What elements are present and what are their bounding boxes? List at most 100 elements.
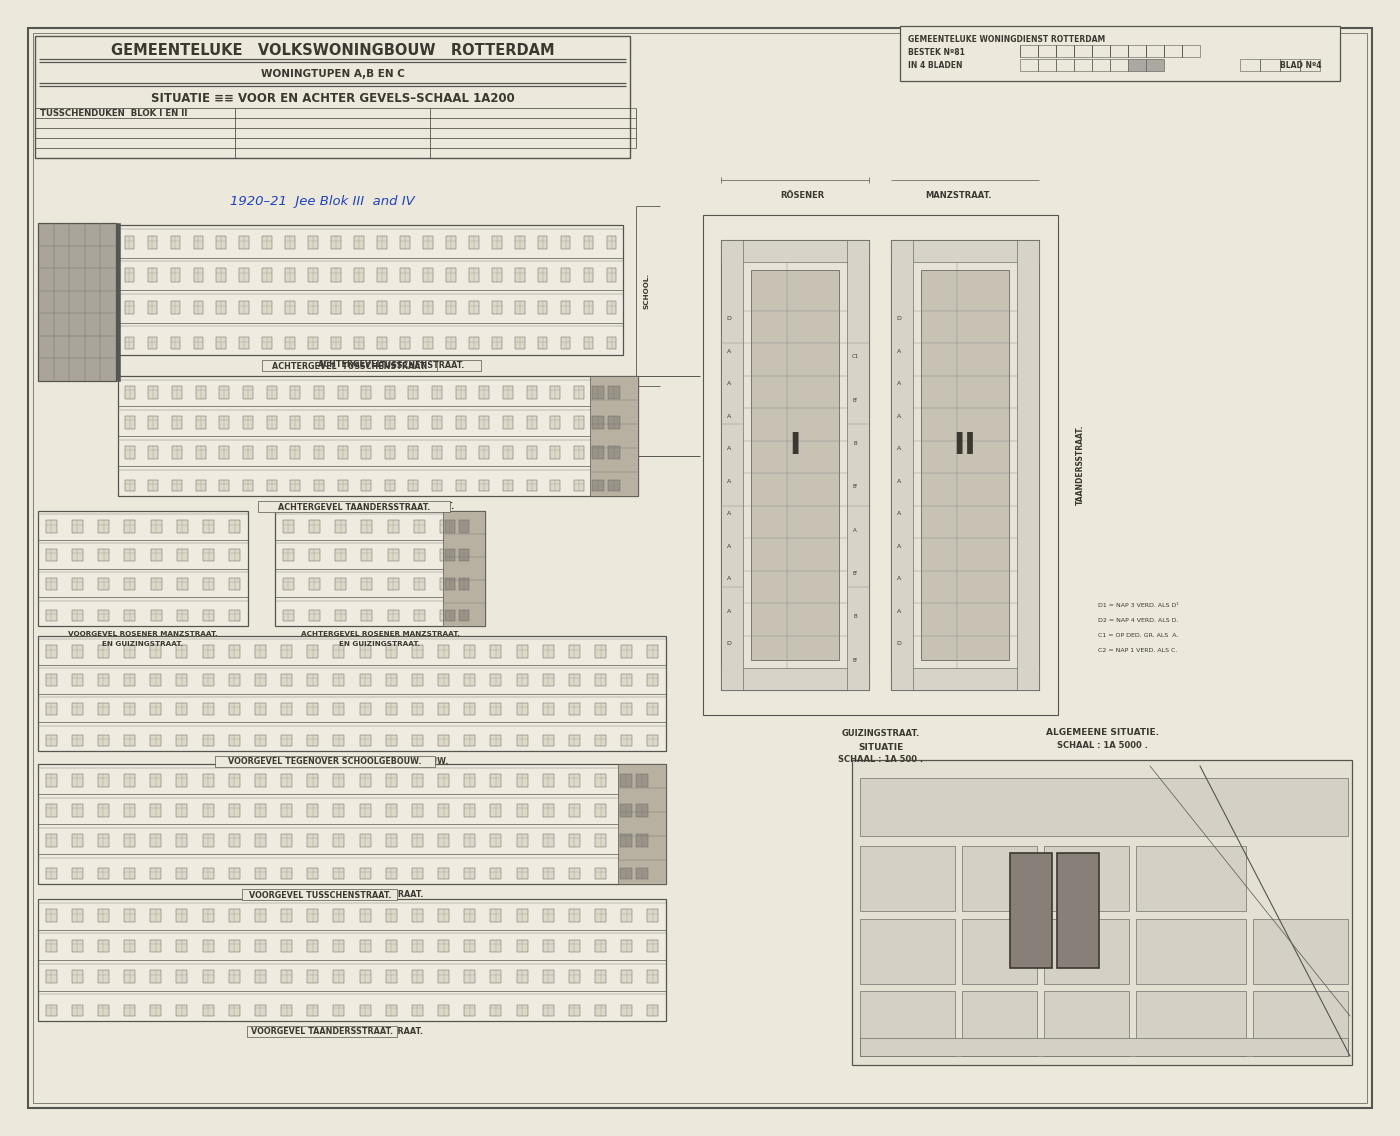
Bar bbox=[386, 774, 396, 786]
Text: IN 4 BLADEN: IN 4 BLADEN bbox=[909, 60, 963, 69]
Text: A: A bbox=[727, 478, 731, 484]
Text: A: A bbox=[727, 382, 731, 386]
Bar bbox=[386, 970, 396, 983]
Bar bbox=[423, 337, 433, 349]
Bar bbox=[438, 939, 449, 952]
Bar bbox=[433, 416, 442, 428]
Bar bbox=[584, 301, 594, 315]
Bar bbox=[333, 774, 344, 786]
Bar bbox=[465, 1004, 475, 1016]
Bar bbox=[46, 703, 56, 715]
Bar bbox=[962, 991, 1037, 1056]
Bar bbox=[203, 774, 214, 786]
Bar bbox=[433, 446, 442, 459]
Text: ALGEMEENE SITUATIE.: ALGEMEENE SITUATIE. bbox=[1046, 727, 1159, 736]
Bar bbox=[606, 236, 616, 250]
Bar bbox=[647, 970, 658, 983]
Bar bbox=[1056, 45, 1074, 57]
Bar bbox=[244, 386, 253, 399]
Bar bbox=[116, 223, 120, 381]
Bar bbox=[1044, 846, 1128, 911]
Bar bbox=[118, 225, 623, 356]
Bar bbox=[386, 834, 396, 846]
Bar bbox=[46, 970, 56, 983]
Bar bbox=[447, 337, 455, 349]
Bar bbox=[609, 386, 620, 399]
Bar bbox=[606, 301, 616, 315]
Bar bbox=[337, 386, 347, 399]
Text: GEMEENTELUKE WONINGDIENST ROTTERDAM: GEMEENTELUKE WONINGDIENST ROTTERDAM bbox=[909, 34, 1105, 43]
Bar bbox=[228, 970, 239, 983]
Bar bbox=[438, 675, 449, 686]
Bar bbox=[1092, 59, 1110, 72]
Text: VOORGEVEL TEGENOVER SCHOOLGEBOUW.: VOORGEVEL TEGENOVER SCHOOLGEBOUW. bbox=[255, 757, 449, 766]
Bar bbox=[466, 549, 477, 561]
Bar bbox=[71, 645, 83, 658]
Bar bbox=[465, 774, 475, 786]
Bar bbox=[377, 337, 386, 349]
Bar bbox=[150, 703, 161, 715]
Bar bbox=[125, 868, 134, 878]
Bar bbox=[1260, 59, 1280, 72]
Text: VOORGEVEL TAANDERSSTRAAT.: VOORGEVEL TAANDERSSTRAAT. bbox=[251, 1027, 393, 1036]
Bar bbox=[307, 909, 318, 922]
Bar bbox=[465, 834, 475, 846]
Bar bbox=[1044, 991, 1128, 1056]
Bar bbox=[617, 765, 666, 884]
Bar bbox=[360, 703, 371, 715]
Bar bbox=[409, 386, 419, 399]
Bar bbox=[228, 909, 239, 922]
Bar bbox=[400, 268, 410, 282]
Bar bbox=[360, 774, 371, 786]
Bar bbox=[1253, 919, 1348, 984]
Bar bbox=[900, 26, 1340, 81]
Bar bbox=[337, 416, 347, 428]
Bar bbox=[354, 337, 364, 349]
Bar bbox=[354, 268, 364, 282]
Bar bbox=[517, 735, 528, 746]
Bar bbox=[360, 735, 371, 746]
Bar bbox=[568, 774, 580, 786]
Bar bbox=[637, 804, 648, 817]
Bar bbox=[125, 675, 134, 686]
Bar bbox=[125, 774, 134, 786]
Bar bbox=[262, 236, 272, 250]
Bar bbox=[46, 909, 56, 922]
Bar bbox=[176, 804, 188, 817]
Bar bbox=[309, 610, 319, 621]
Bar bbox=[255, 909, 266, 922]
Bar bbox=[503, 386, 512, 399]
Text: EN GUIZINGSTRAAT.: EN GUIZINGSTRAAT. bbox=[102, 641, 183, 648]
Bar bbox=[440, 578, 451, 590]
Bar bbox=[1240, 59, 1260, 72]
Bar bbox=[203, 804, 214, 817]
Text: D: D bbox=[896, 641, 902, 646]
Bar bbox=[526, 386, 536, 399]
Bar bbox=[98, 520, 109, 533]
Bar bbox=[193, 301, 203, 315]
Text: TUSSCHENSTRAAT.: TUSSCHENSTRAAT. bbox=[379, 360, 465, 369]
Bar bbox=[266, 479, 277, 491]
Bar bbox=[550, 446, 560, 459]
Bar bbox=[203, 868, 214, 878]
Bar bbox=[412, 675, 423, 686]
Bar bbox=[151, 578, 161, 590]
Bar bbox=[412, 834, 423, 846]
Bar bbox=[1135, 846, 1246, 911]
Bar bbox=[46, 939, 56, 952]
Bar bbox=[622, 479, 631, 491]
Bar bbox=[466, 610, 477, 621]
Bar bbox=[386, 735, 396, 746]
Bar bbox=[46, 675, 56, 686]
Bar bbox=[860, 1038, 1348, 1056]
Bar bbox=[360, 804, 371, 817]
Text: VOORGEVEL TAANDERSSTRAAT.: VOORGEVEL TAANDERSSTRAAT. bbox=[281, 1027, 423, 1036]
Bar bbox=[176, 1004, 188, 1016]
Bar bbox=[203, 675, 214, 686]
Bar bbox=[592, 416, 603, 428]
Bar bbox=[242, 889, 398, 900]
Bar bbox=[230, 610, 241, 621]
Bar bbox=[385, 446, 395, 459]
Bar bbox=[515, 268, 525, 282]
Bar bbox=[176, 675, 188, 686]
